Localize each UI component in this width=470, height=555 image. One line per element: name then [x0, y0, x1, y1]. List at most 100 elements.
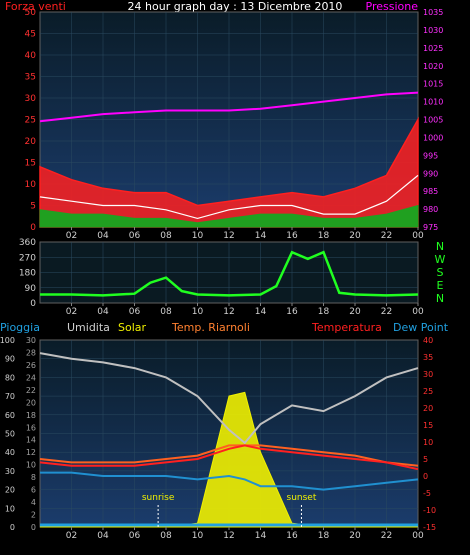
y-tick-label-temperature: -15 [423, 523, 436, 532]
x-tick-label: 16 [286, 531, 298, 541]
series-humidity [39, 352, 419, 445]
x-tick-label: 14 [255, 307, 267, 317]
y-tick-label-pioggia: 90 [5, 355, 15, 364]
compass-label: S [437, 266, 444, 279]
wind-axis-title: Forza venti [5, 0, 66, 13]
x-tick-label: 06 [129, 307, 141, 317]
x-tick-label: 10 [192, 231, 204, 241]
legend-solar: Solar [118, 321, 147, 334]
compass-label: N [436, 292, 444, 305]
y-tick-label-pressure: 1015 [423, 80, 443, 89]
y-tick-label-temperature: 10 [423, 438, 433, 447]
y-tick-label-umidita: 20 [26, 398, 36, 407]
y-tick-label-umidita: 10 [26, 461, 36, 470]
y-tick-label-umidita: 6 [31, 486, 36, 495]
series-temperature [39, 444, 419, 471]
series-wind-speed [39, 116, 419, 228]
legend-pioggia: Pioggia [0, 321, 40, 334]
sunrise-label: sunrise [142, 493, 175, 503]
y-tick-label-wind: 10 [25, 180, 37, 190]
x-tick-label: 08 [160, 531, 172, 541]
y-tick-label-pioggia: 70 [5, 392, 15, 401]
y-tick-label-temperature: -10 [423, 506, 436, 515]
y-tick-label-wind: 5 [30, 202, 36, 212]
x-tick-label: 00 [412, 231, 424, 241]
x-tick-label: 10 [192, 531, 204, 541]
y-tick-label-temperature: -5 [423, 489, 431, 498]
series-wind-gust-white [39, 174, 419, 220]
y-tick-label-umidita: 26 [26, 361, 36, 370]
series-dew-point [40, 471, 419, 491]
y-tick-label-pioggia: 10 [5, 504, 15, 513]
x-tick-label: 12 [223, 307, 234, 317]
y-tick-label-umidita: 28 [26, 348, 36, 357]
legend-dew-point: Dew Point [393, 321, 449, 334]
x-tick-label: 10 [192, 307, 204, 317]
x-tick-label: 02 [66, 307, 77, 317]
y-tick-label-umidita: 0 [31, 523, 36, 532]
x-tick-label: 20 [349, 531, 361, 541]
y-tick-label-wind: 20 [25, 137, 37, 147]
x-tick-label: 12 [223, 531, 234, 541]
y-tick-label-wind: 30 [25, 94, 37, 104]
wind-pressure-plot: 0510152025303540455097598098599099510001… [25, 8, 444, 241]
x-tick-label: 20 [349, 307, 361, 317]
x-tick-label: 00 [412, 531, 424, 541]
x-tick-label: 22 [381, 307, 392, 317]
y-tick-label-umidita: 16 [26, 423, 36, 432]
y-tick-label-temperature: 20 [423, 404, 433, 413]
y-tick-label-pressure: 1030 [423, 26, 443, 35]
x-tick-label: 06 [129, 531, 141, 541]
x-tick-label: 22 [381, 231, 392, 241]
x-tick-label: 08 [160, 307, 172, 317]
y-tick-label-pioggia: 40 [5, 448, 15, 457]
y-tick-label-pioggia: 80 [5, 373, 15, 382]
legend-umidita: Umidita [67, 321, 110, 334]
series-solar [40, 391, 418, 528]
y-tick-label-pressure: 995 [423, 151, 438, 160]
y-tick-label-pressure: 980 [423, 205, 438, 214]
series-wind-gust-green [39, 204, 419, 228]
series-wind-direction [40, 250, 419, 297]
y-tick-label-wind: 40 [25, 51, 37, 61]
x-tick-label: 02 [66, 231, 77, 241]
y-tick-label-umidita: 30 [26, 336, 36, 345]
sunset-label: sunset [287, 493, 317, 503]
chart-title: 24 hour graph day : 13 Dicembre 2010 [128, 0, 343, 13]
y-tick-label-wind: 35 [25, 73, 36, 83]
y-tick-label-umidita: 12 [26, 448, 36, 457]
y-tick-label-pioggia: 100 [0, 336, 15, 345]
x-tick-label: 16 [286, 307, 298, 317]
y-tick-label-umidita: 2 [31, 511, 36, 520]
y-tick-label-temperature: 35 [423, 353, 433, 362]
y-tick-label-pressure: 1010 [423, 98, 443, 107]
x-tick-label: 14 [255, 231, 267, 241]
y-tick-label-pioggia: 50 [5, 430, 15, 439]
y-tick-label-pioggia: 60 [5, 411, 15, 420]
y-tick-label-wind: 45 [25, 30, 36, 40]
y-tick-label-umidita: 4 [31, 498, 36, 507]
y-tick-label-umidita: 24 [26, 373, 36, 382]
y-tick-label-umidita: 14 [26, 436, 36, 445]
y-tick-label-temperature: 25 [423, 387, 433, 396]
y-tick-label-pioggia: 0 [10, 523, 15, 532]
x-tick-label: 14 [255, 531, 267, 541]
y-tick-label-pressure: 975 [423, 223, 438, 232]
legend-temperatura: Temperatura [311, 321, 382, 334]
y-tick-label-pressure: 1005 [423, 116, 443, 125]
x-tick-label: 06 [129, 231, 141, 241]
y-tick-label-wind: 15 [25, 159, 36, 169]
y-tick-label-wind: 0 [30, 223, 36, 233]
x-tick-label: 16 [286, 231, 298, 241]
y-tick-label-pressure: 1025 [423, 44, 443, 53]
y-tick-label-temperature: 5 [423, 455, 428, 464]
x-tick-label: 02 [66, 531, 77, 541]
compass-label: E [437, 279, 444, 292]
y-tick-label-direction: 90 [25, 284, 37, 294]
x-tick-label: 22 [381, 531, 392, 541]
x-tick-label: 18 [318, 531, 330, 541]
x-tick-label: 18 [318, 231, 330, 241]
y-tick-label-pressure: 1000 [423, 133, 443, 142]
